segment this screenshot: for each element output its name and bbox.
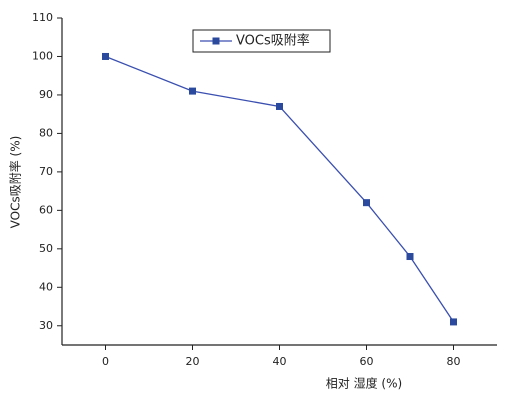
- marker: [450, 318, 457, 326]
- y-tick-label: 70: [39, 165, 53, 178]
- y-tick-label: 90: [39, 88, 53, 101]
- x-axis-label: 相对 湿度 (%): [326, 376, 402, 391]
- x-tick-label: 40: [273, 355, 287, 368]
- marker: [189, 87, 196, 95]
- y-tick-label: 50: [39, 242, 53, 255]
- marker: [406, 253, 414, 261]
- legend-marker: [212, 37, 220, 45]
- y-axis-label: VOCs吸附率 (%): [8, 136, 23, 229]
- y-tick-label: 40: [39, 280, 53, 293]
- marker: [102, 52, 109, 60]
- y-tick-label: 80: [39, 126, 53, 139]
- x-tick-label: 60: [360, 355, 374, 368]
- y-tick-label: 100: [32, 49, 53, 62]
- y-tick-label: 60: [39, 203, 53, 216]
- x-tick-label: 80: [447, 355, 461, 368]
- legend-label: VOCs吸附率: [236, 33, 310, 49]
- series-line: [105, 55, 455, 323]
- x-tick-label: 0: [102, 355, 109, 368]
- marker: [363, 199, 370, 207]
- legend-box: [192, 29, 331, 53]
- marker: [276, 102, 283, 110]
- y-tick-label: 110: [32, 11, 53, 24]
- x-tick-label: 20: [186, 355, 200, 368]
- y-tick-label: 30: [39, 319, 53, 332]
